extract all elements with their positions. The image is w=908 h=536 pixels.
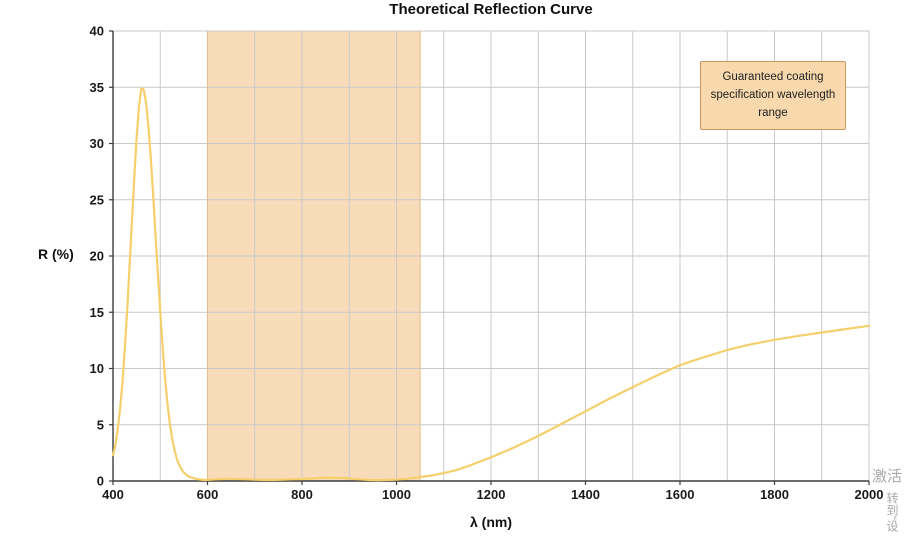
y-tick-label: 5 [97,417,104,432]
y-tick-label: 20 [90,249,104,264]
x-tick-label: 1000 [382,487,411,502]
x-tick-label: 1400 [571,487,600,502]
legend-text: Guaranteed coating specification wavelen… [710,71,836,119]
y-tick-label: 10 [90,361,104,376]
y-axis-label: R (%) [38,246,74,262]
x-tick-label: 400 [102,487,124,502]
y-tick-label: 25 [90,192,104,207]
watermark-line1: 激活 [872,468,903,485]
y-tick-label: 30 [90,136,104,151]
y-tick-label: 0 [97,474,104,489]
x-tick-label: 800 [291,487,313,502]
x-tick-label: 2000 [855,487,884,502]
x-axis-label: λ (nm) [470,514,512,530]
legend-box: Guaranteed coating specification wavelen… [700,61,846,131]
y-tick-label: 15 [90,305,104,320]
x-tick-label: 600 [197,487,219,502]
y-tick-label: 35 [90,80,104,95]
watermark-line2: 转到“设 [885,492,899,532]
reflection-curve [111,87,871,482]
x-tick-label: 1200 [477,487,506,502]
x-tick-label: 1600 [666,487,695,502]
y-tick-label: 40 [90,24,104,39]
x-tick-label: 1800 [760,487,789,502]
chart-title: Theoretical Reflection Curve [389,1,593,18]
